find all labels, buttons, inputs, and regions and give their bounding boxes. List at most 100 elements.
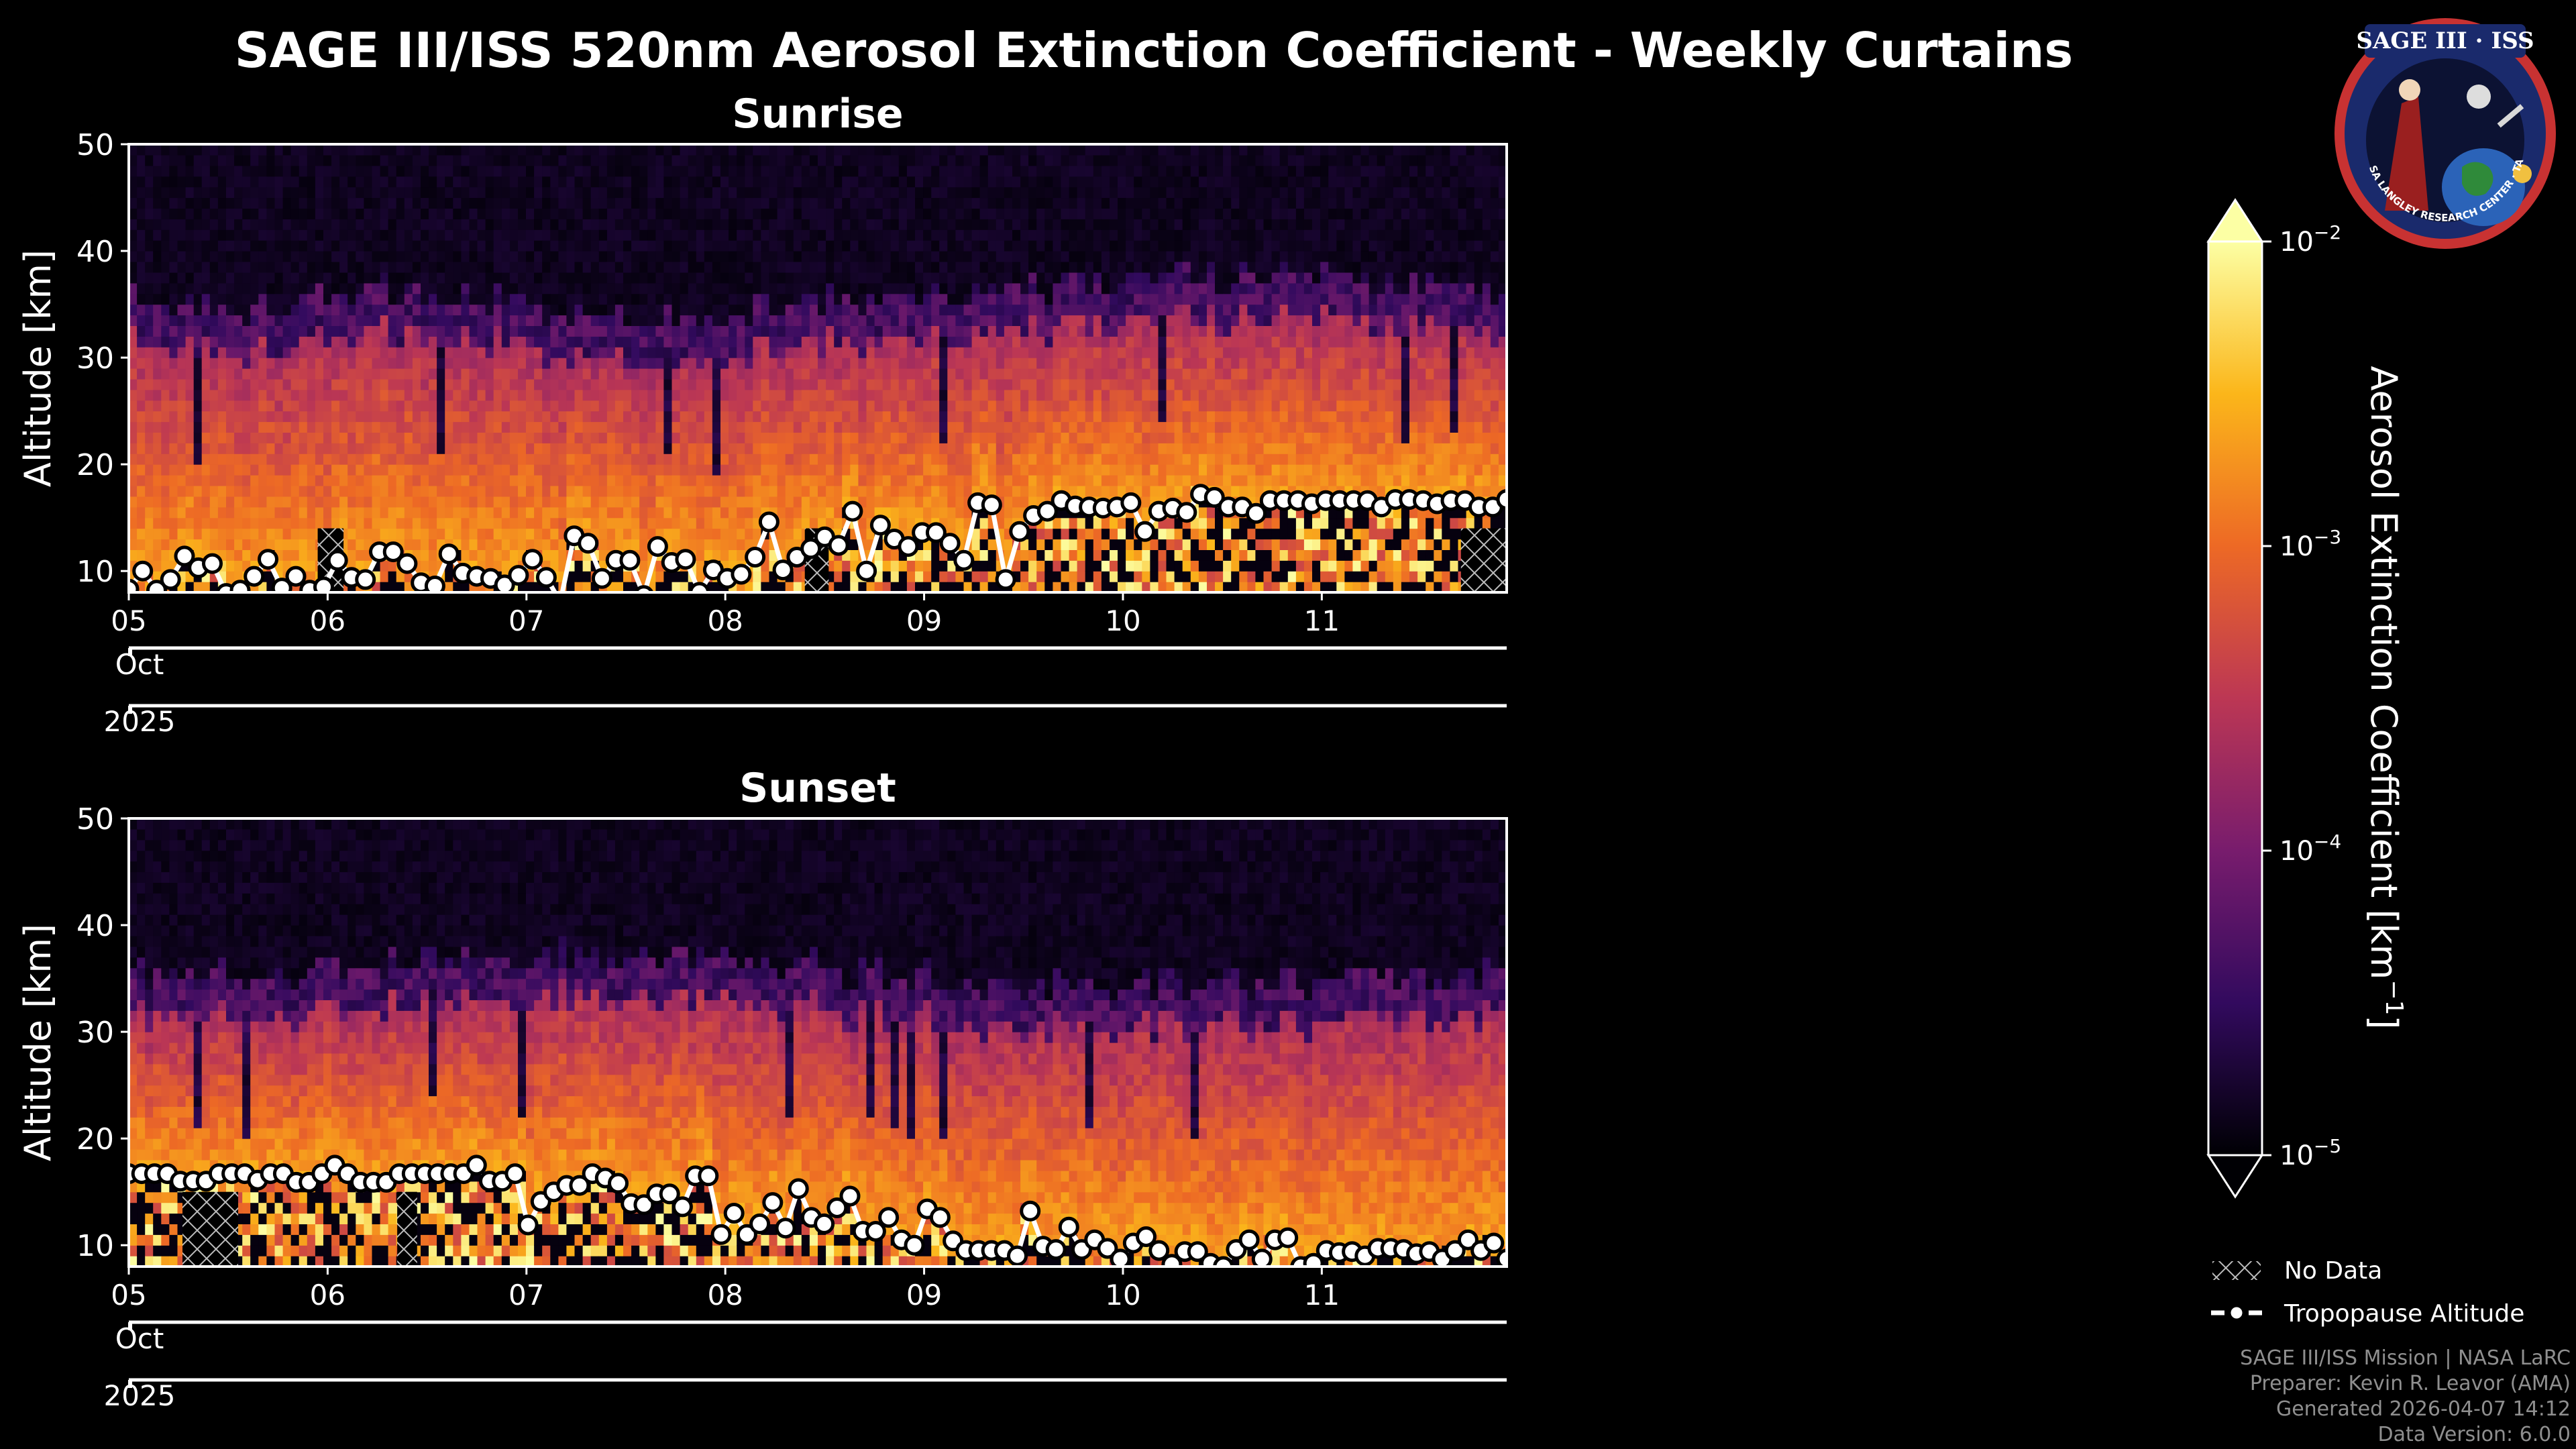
- heatmap-cell: [129, 262, 138, 273]
- heatmap-cell: [534, 421, 543, 433]
- heatmap-cell: [274, 304, 284, 316]
- heatmap-cell: [1053, 582, 1062, 592]
- heatmap-cell: [518, 517, 527, 529]
- heatmap-cell: [161, 262, 170, 273]
- heatmap-cell: [242, 154, 251, 166]
- heatmap-cell: [518, 368, 527, 380]
- heatmap-cell: [979, 421, 989, 433]
- heatmap-cell: [614, 400, 624, 412]
- heatmap-cell: [761, 400, 770, 412]
- heatmap-cell: [987, 358, 997, 369]
- heatmap-cell: [307, 549, 316, 561]
- heatmap-cell: [931, 186, 940, 199]
- heatmap-cell: [145, 154, 154, 166]
- heatmap-cell: [372, 315, 381, 326]
- heatmap-cell: [396, 229, 405, 241]
- heatmap-cell: [339, 421, 348, 433]
- heatmap-cell: [1069, 154, 1078, 166]
- heatmap-cell: [842, 378, 851, 390]
- heatmap-cell: [161, 539, 170, 550]
- heatmap-cell: [299, 262, 308, 273]
- heatmap-cell: [623, 358, 632, 369]
- heatmap-cell: [429, 229, 437, 241]
- heatmap-cell: [1028, 347, 1037, 358]
- heatmap-cell: [631, 528, 640, 540]
- heatmap-cell: [501, 464, 511, 476]
- heatmap-cell: [915, 336, 924, 347]
- heatmap-cell: [850, 582, 859, 592]
- heatmap-cell: [193, 506, 203, 519]
- heatmap-cell: [688, 144, 697, 156]
- heatmap-cell: [209, 144, 219, 156]
- heatmap-cell: [299, 453, 308, 465]
- heatmap-cell: [574, 176, 584, 188]
- heatmap-cell: [518, 432, 527, 443]
- heatmap-cell: [915, 197, 924, 209]
- heatmap-cell: [639, 549, 648, 561]
- heatmap-cell: [421, 293, 429, 305]
- heatmap-cell: [404, 368, 413, 380]
- heatmap-cell: [396, 486, 405, 497]
- heatmap-cell: [890, 421, 900, 433]
- heatmap-cell: [777, 219, 786, 230]
- heatmap-cell: [193, 293, 203, 305]
- heatmap-cell: [485, 475, 494, 486]
- heatmap-cell: [1028, 293, 1037, 305]
- heatmap-cell: [518, 347, 527, 358]
- heatmap-cell: [347, 325, 356, 337]
- heatmap-cell: [509, 251, 519, 262]
- heatmap-cell: [647, 517, 656, 529]
- heatmap-cell: [226, 293, 235, 305]
- heatmap-cell: [217, 347, 227, 358]
- heatmap-cell: [801, 208, 810, 219]
- heatmap-cell: [890, 582, 900, 592]
- heatmap-cell: [1012, 475, 1021, 486]
- heatmap-cell: [558, 186, 568, 199]
- heatmap-cell: [364, 262, 373, 273]
- heatmap-cell: [534, 539, 543, 550]
- heatmap-cell: [939, 272, 948, 284]
- heatmap-cell: [250, 432, 259, 443]
- heatmap-cell: [882, 560, 892, 572]
- heatmap-cell: [1061, 176, 1070, 188]
- heatmap-cell: [606, 304, 616, 316]
- heatmap-cell: [955, 432, 965, 443]
- heatmap-cell: [923, 197, 932, 209]
- heatmap-cell: [453, 496, 462, 508]
- heatmap-cell: [858, 154, 867, 166]
- heatmap-cell: [979, 208, 989, 219]
- heatmap-cell: [1044, 464, 1053, 476]
- heatmap-cell: [526, 165, 535, 177]
- heatmap-cell: [566, 506, 576, 519]
- heatmap-cell: [1061, 262, 1070, 273]
- heatmap-cell: [347, 229, 356, 241]
- heatmap-cell: [663, 240, 673, 252]
- heatmap-cell: [1044, 176, 1053, 188]
- heatmap-cell: [421, 400, 429, 412]
- heatmap-cell: [947, 219, 956, 230]
- heatmap-cell: [923, 219, 932, 230]
- heatmap-cell: [1069, 400, 1078, 412]
- heatmap-cell: [745, 368, 753, 380]
- heatmap-cell: [955, 282, 965, 294]
- heatmap-cell: [388, 262, 397, 273]
- heatmap-cell: [647, 421, 656, 433]
- heatmap-cell: [582, 517, 592, 529]
- heatmap-cell: [874, 144, 883, 156]
- heatmap-cell: [534, 293, 543, 305]
- heatmap-cell: [234, 293, 243, 305]
- heatmap-cell: [412, 304, 421, 316]
- heatmap-cell: [623, 421, 632, 433]
- heatmap-cell: [663, 517, 673, 529]
- heatmap-cell: [704, 464, 713, 476]
- heatmap-cell: [129, 272, 138, 284]
- heatmap-cell: [396, 251, 405, 262]
- heatmap-cell: [380, 517, 389, 529]
- heatmap-cell: [453, 486, 462, 497]
- heatmap-cell: [226, 549, 235, 561]
- heatmap-cell: [963, 443, 973, 454]
- heatmap-cell: [169, 368, 178, 380]
- heatmap-cell: [307, 208, 316, 219]
- heatmap-cell: [963, 282, 973, 294]
- heatmap-cell: [898, 229, 908, 241]
